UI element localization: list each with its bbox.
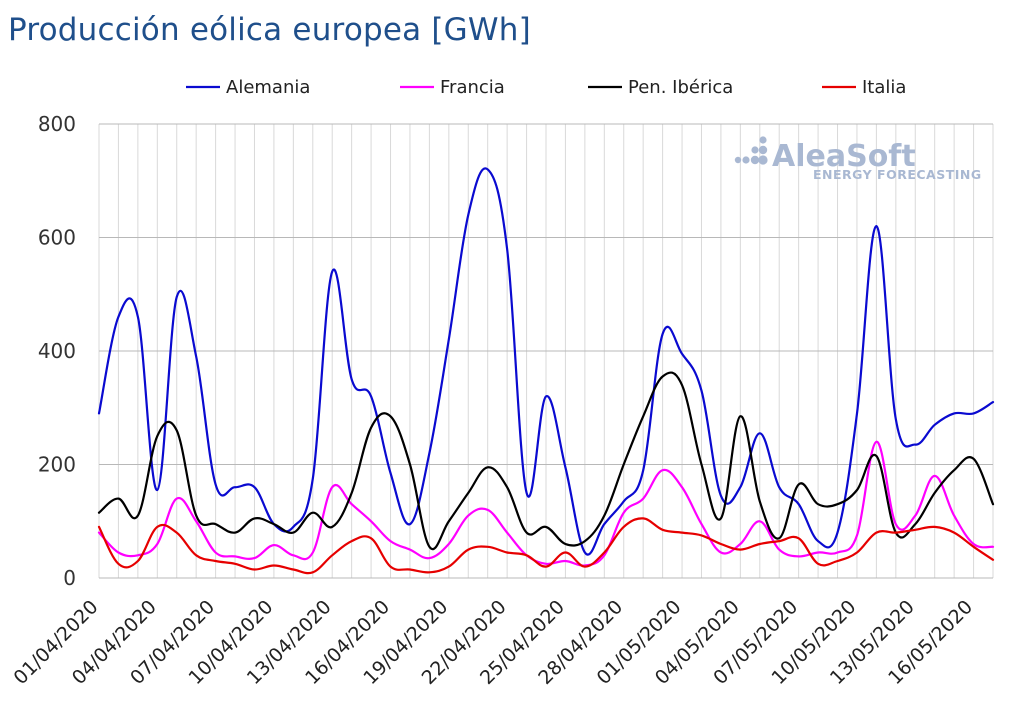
legend-label: Pen. Ibérica: [628, 77, 733, 98]
y-tick-label: 400: [38, 339, 76, 363]
x-axis-ticks: 01/04/202004/04/202007/04/202010/04/2020…: [10, 596, 978, 689]
legend: Alemania Francia Pen. Ibérica Italia: [186, 77, 906, 98]
watermark-name: AleaSoft: [772, 139, 916, 174]
y-tick-label: 200: [38, 453, 76, 477]
watermark-subtitle: ENERGY FORECASTING: [813, 167, 982, 182]
y-tick-label: 800: [38, 112, 76, 136]
legend-label: Alemania: [226, 77, 310, 98]
series-line-italia: [97, 517, 995, 575]
y-axis-ticks: 0 200 400 600 800: [38, 112, 76, 590]
chart-title: Producción eólica europea [GWh]: [8, 12, 531, 48]
legend-label: Francia: [440, 77, 505, 98]
aleasoft-dots-icon: [734, 136, 768, 165]
legend-label: Italia: [862, 77, 906, 98]
grid-lines: [98, 123, 994, 579]
series-line-pen-ib-rica: [97, 371, 995, 551]
aleasoft-logo: AleaSoft ENERGY FORECASTING: [734, 136, 982, 182]
series-line-francia: [97, 440, 995, 567]
y-tick-label: 600: [38, 226, 76, 250]
y-tick-label: 0: [63, 566, 76, 590]
series-lines: [97, 167, 995, 575]
